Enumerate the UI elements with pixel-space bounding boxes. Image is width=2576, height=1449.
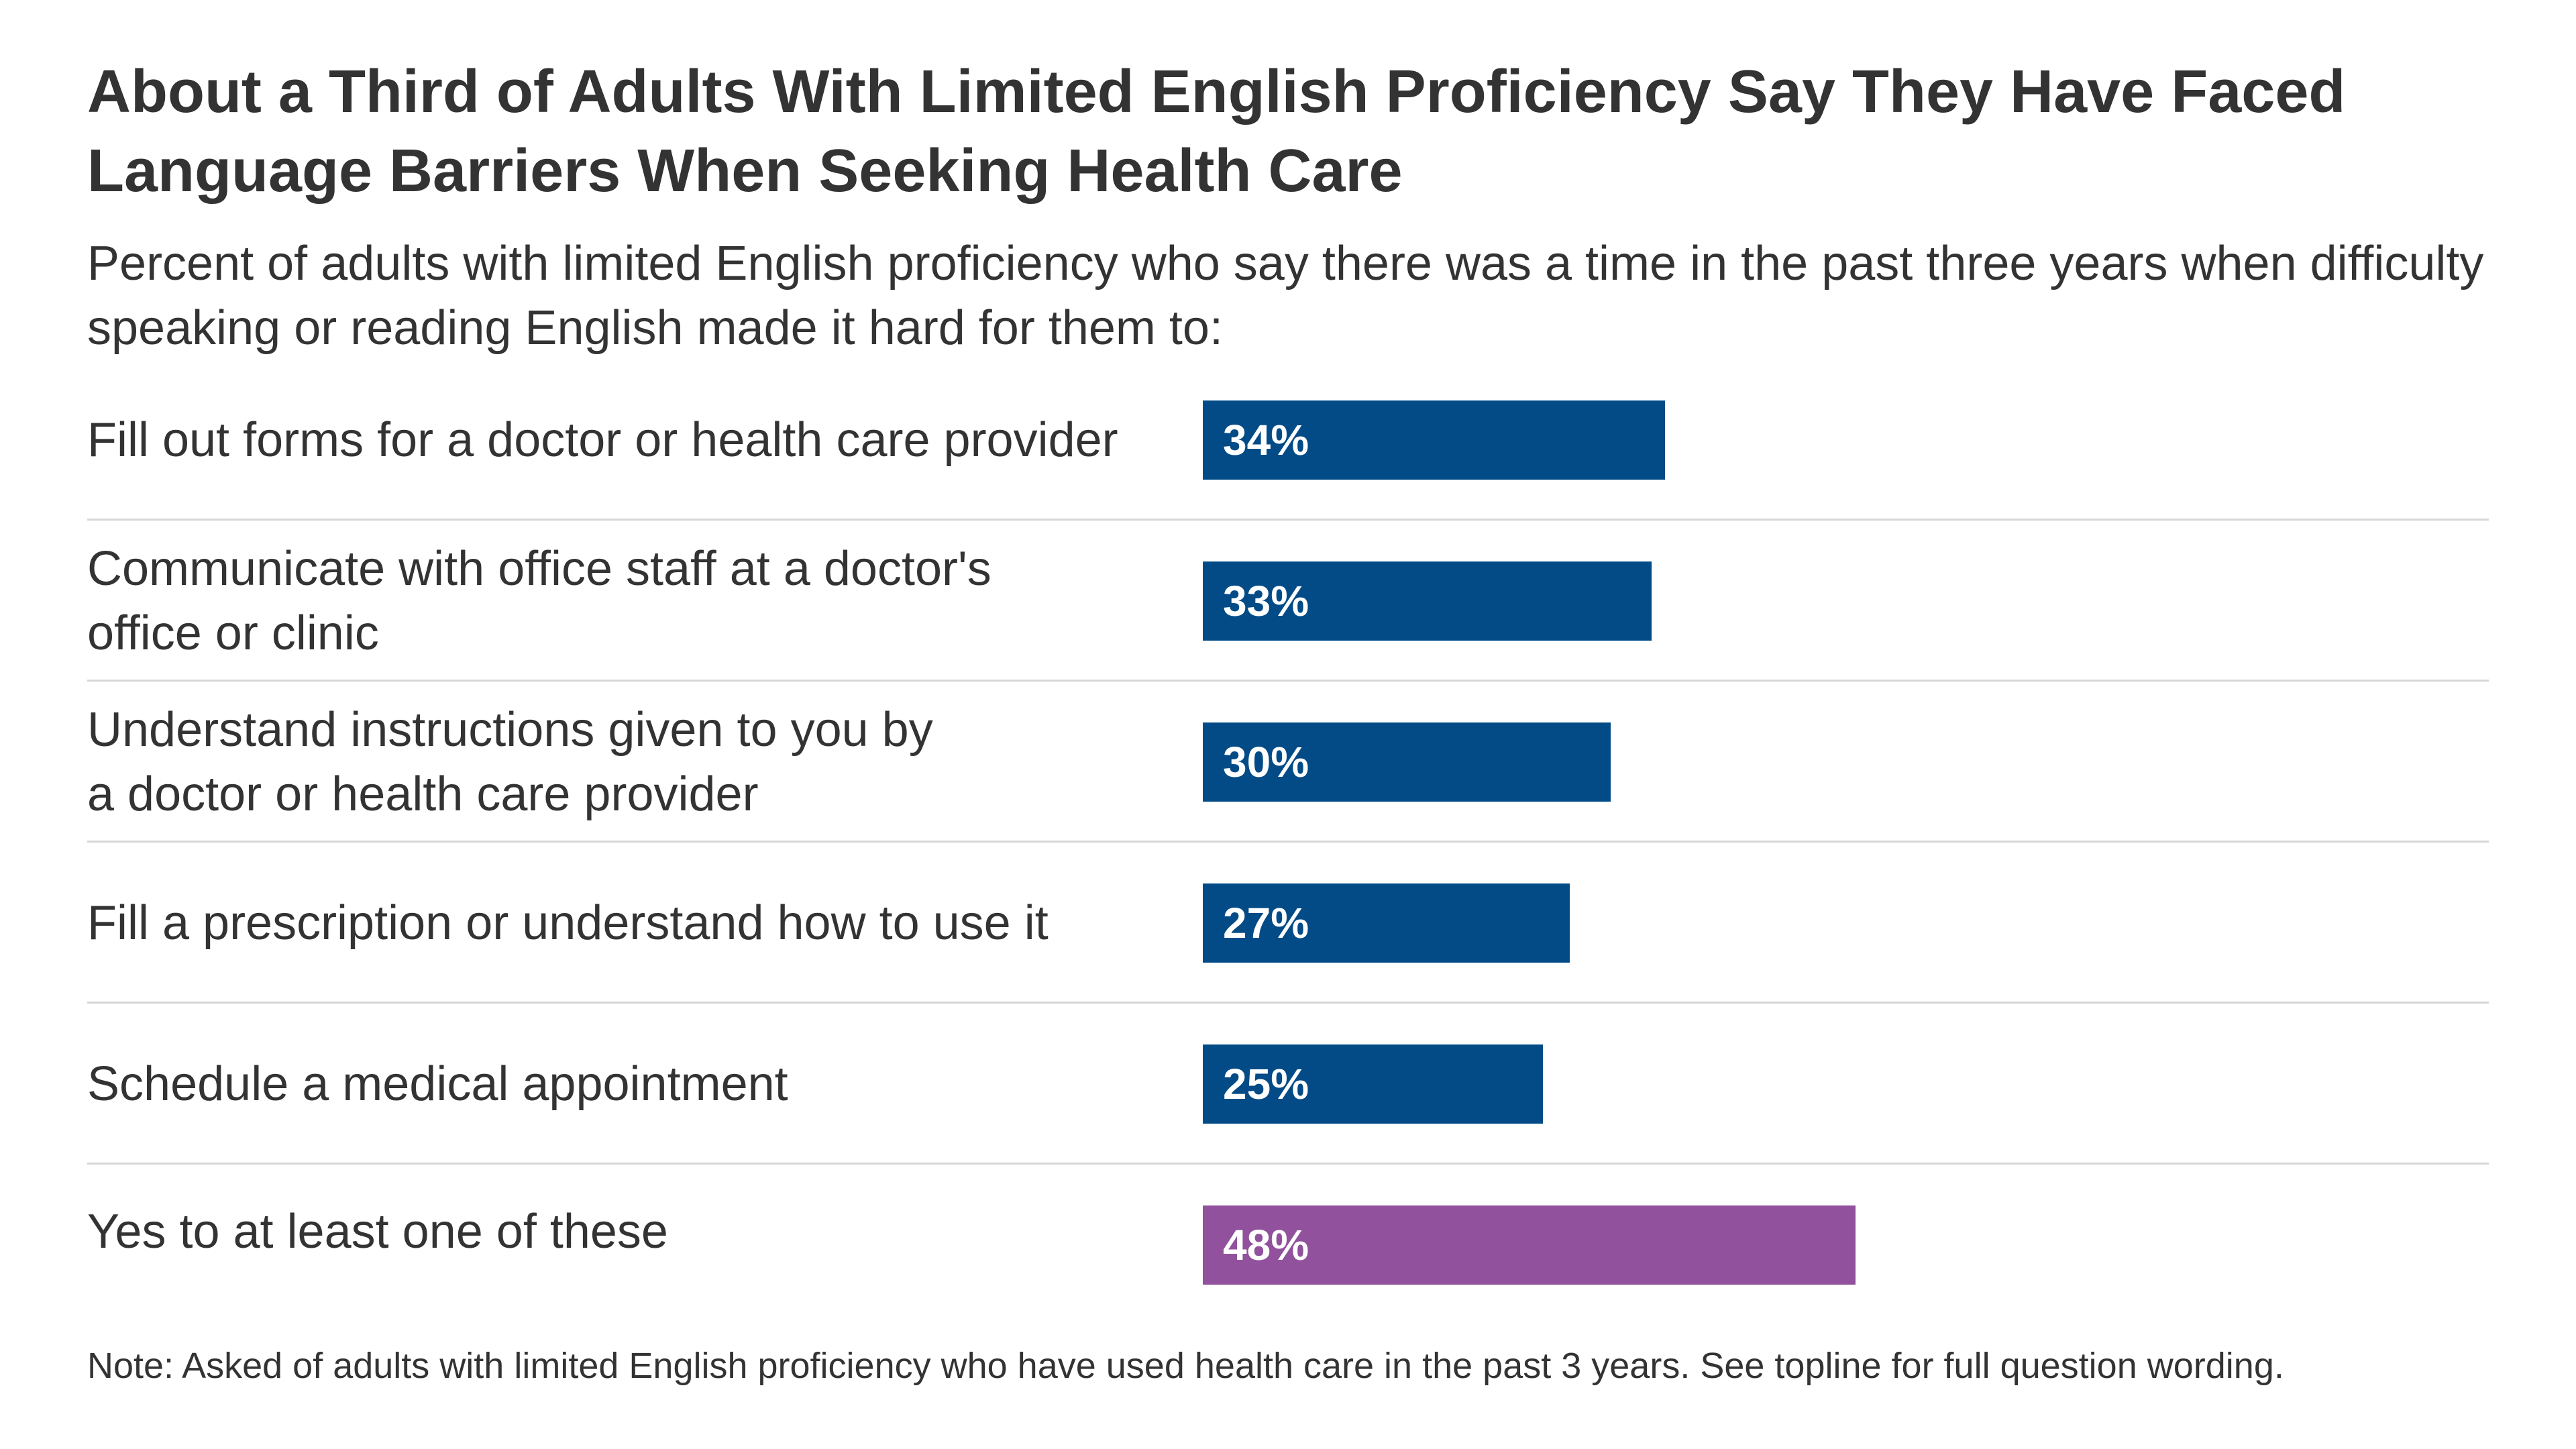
category-label-text: Schedule a medical appointment bbox=[87, 1057, 788, 1111]
bar: 48% bbox=[1203, 1205, 1856, 1285]
category-label-text: Fill a prescription or understand how to… bbox=[87, 896, 1049, 950]
bar: 30% bbox=[1203, 722, 1611, 802]
bar: 25% bbox=[1203, 1044, 1543, 1124]
category-label: Yes to at least one of these bbox=[87, 1165, 1161, 1298]
bar: 33% bbox=[1203, 561, 1652, 641]
category-label: Communicate with office staff at a docto… bbox=[87, 535, 1161, 667]
chart-subtitle: Percent of adults with limited English p… bbox=[87, 237, 2484, 355]
category-label: Understand instructions given to you by a… bbox=[87, 696, 1161, 828]
row-divider bbox=[87, 841, 2489, 843]
bar: 34% bbox=[1203, 400, 1666, 480]
category-label: Schedule a medical appointment bbox=[87, 1018, 1161, 1150]
data-label: 34% bbox=[1223, 416, 1309, 464]
chart-note: Note: Asked of adults with limited Engli… bbox=[87, 1346, 2284, 1386]
category-label: Fill out forms for a doctor or health ca… bbox=[87, 374, 1161, 506]
category-label-text: Communicate with office staff at a docto… bbox=[87, 542, 991, 660]
data-label: 25% bbox=[1223, 1060, 1309, 1108]
category-label: Fill a prescription or understand how to… bbox=[87, 857, 1161, 989]
bar: 27% bbox=[1203, 883, 1570, 963]
data-label: 27% bbox=[1223, 899, 1309, 947]
row-divider bbox=[87, 1002, 2489, 1004]
category-label-text: Yes to at least one of these bbox=[87, 1205, 668, 1258]
row-divider bbox=[87, 519, 2489, 521]
data-label: 48% bbox=[1223, 1221, 1309, 1269]
chart-title: About a Third of Adults With Limited Eng… bbox=[87, 58, 2346, 205]
row-divider bbox=[87, 1163, 2489, 1165]
category-label-text: Fill out forms for a doctor or health ca… bbox=[87, 413, 1118, 467]
row-divider bbox=[87, 680, 2489, 682]
data-label: 33% bbox=[1223, 577, 1309, 625]
category-label-text: Understand instructions given to you by a… bbox=[87, 703, 933, 821]
data-label: 30% bbox=[1223, 738, 1309, 786]
